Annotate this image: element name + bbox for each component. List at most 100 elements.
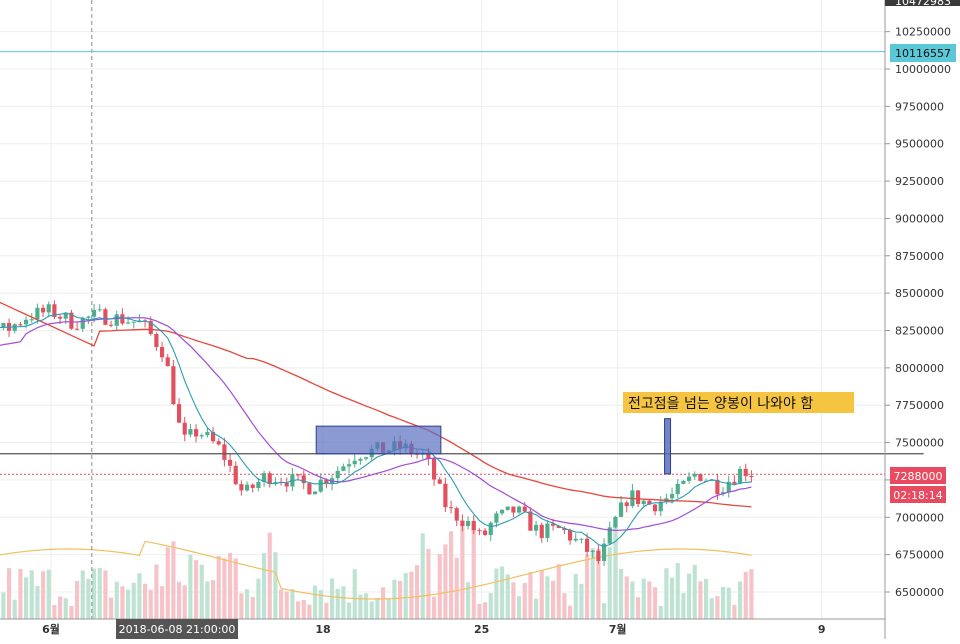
volume-bar xyxy=(431,596,437,619)
volume-bar xyxy=(171,541,176,619)
y-tick-label: 9500000 xyxy=(895,138,944,151)
x-tick-label: 18 xyxy=(315,623,330,636)
cyan-price-label-background xyxy=(890,44,956,62)
volume-bar xyxy=(182,585,187,619)
volume-bar xyxy=(278,589,284,619)
volume-bar xyxy=(437,553,442,619)
candle-body xyxy=(545,523,550,538)
volume-bar xyxy=(256,578,261,619)
candle-body xyxy=(482,530,488,535)
volume-bar xyxy=(307,604,312,619)
candle-body xyxy=(618,502,624,517)
candle-body xyxy=(1,323,6,328)
volume-bar xyxy=(318,590,323,619)
volume-bar xyxy=(216,555,221,619)
volume-bar xyxy=(346,602,352,619)
ma-slow-line xyxy=(0,301,752,508)
volume-bar xyxy=(743,571,748,619)
candle-body xyxy=(749,476,754,478)
candle-body xyxy=(686,476,692,481)
volume-bar xyxy=(584,554,590,619)
ma-mid-line xyxy=(0,317,752,531)
y-tick-label: 10000000 xyxy=(895,63,951,76)
candle-body xyxy=(137,320,142,322)
candle-body xyxy=(199,435,204,437)
candle-body xyxy=(40,307,46,313)
volume-bar xyxy=(375,597,380,619)
volume-bar xyxy=(465,582,471,619)
candle-body xyxy=(165,357,170,367)
candle-body xyxy=(324,479,329,484)
volume-bar xyxy=(533,598,539,619)
volume-bar xyxy=(397,580,403,619)
volume-bar xyxy=(715,596,720,619)
moving-averages xyxy=(0,301,924,548)
volume-bar xyxy=(91,568,97,619)
candle-body xyxy=(454,508,459,521)
volume-bar xyxy=(267,532,272,619)
candle-body xyxy=(63,312,68,319)
candle-body xyxy=(522,506,527,512)
candle-body xyxy=(239,484,244,491)
volume-bar xyxy=(443,544,448,619)
volume-bars xyxy=(0,522,754,619)
volume-bar xyxy=(335,588,340,619)
annotation-text: 전고점을 넘는 양봉이 나와야 함 xyxy=(628,396,813,412)
volume-bar xyxy=(352,569,357,619)
candle-body xyxy=(80,317,85,329)
volume-bar xyxy=(528,572,533,619)
candle-body xyxy=(193,429,199,437)
volume-bar xyxy=(57,596,63,619)
volume-bar xyxy=(488,593,493,619)
candle-body xyxy=(97,309,102,311)
candle-body xyxy=(318,479,323,492)
candle-body xyxy=(35,307,40,320)
volume-bar xyxy=(601,603,607,619)
volume-bar xyxy=(454,557,459,619)
volume-bar xyxy=(675,563,680,619)
candle-body xyxy=(624,502,629,507)
candle-body xyxy=(601,543,607,562)
candle-body xyxy=(301,475,306,484)
candle-body xyxy=(596,550,601,562)
candle-body xyxy=(125,322,131,324)
candle-body xyxy=(335,470,340,479)
volume-bar xyxy=(522,582,527,619)
volume-bar xyxy=(301,600,306,619)
volume-bar xyxy=(511,582,516,619)
volume-bar xyxy=(273,552,278,619)
top-price-label-text: 10472983 xyxy=(895,0,951,8)
projected-candle xyxy=(664,418,672,475)
candle-body xyxy=(295,474,301,476)
candle-body xyxy=(216,441,221,445)
volume-bar xyxy=(426,548,431,619)
current-price-label-background xyxy=(890,467,946,484)
y-tick-label: 7500000 xyxy=(895,437,944,450)
volume-bar xyxy=(516,596,522,619)
candle-body xyxy=(658,501,663,512)
candle-body xyxy=(182,422,187,435)
volume-bar xyxy=(686,573,692,619)
y-tick-label: 8500000 xyxy=(895,287,944,300)
volume-bar xyxy=(6,568,12,619)
candle-body xyxy=(567,530,573,541)
y-tick-label: 9250000 xyxy=(895,175,944,188)
y-tick-label: 9750000 xyxy=(895,100,944,113)
candle-body xyxy=(437,479,442,484)
y-tick-label: 8000000 xyxy=(895,362,944,375)
volume-bar xyxy=(74,581,80,619)
volume-bar xyxy=(652,587,658,619)
candle-body xyxy=(250,484,255,488)
candle-body xyxy=(426,453,431,460)
volume-bar xyxy=(23,577,29,619)
volume-bar xyxy=(556,564,561,619)
candle-body xyxy=(533,524,539,531)
volume-bar xyxy=(324,602,329,619)
volume-bar xyxy=(590,548,595,619)
candle-body xyxy=(23,319,29,325)
volume-bar xyxy=(477,603,482,619)
candle-body xyxy=(227,459,233,466)
candle-body xyxy=(244,484,250,491)
candle-body xyxy=(18,324,23,326)
